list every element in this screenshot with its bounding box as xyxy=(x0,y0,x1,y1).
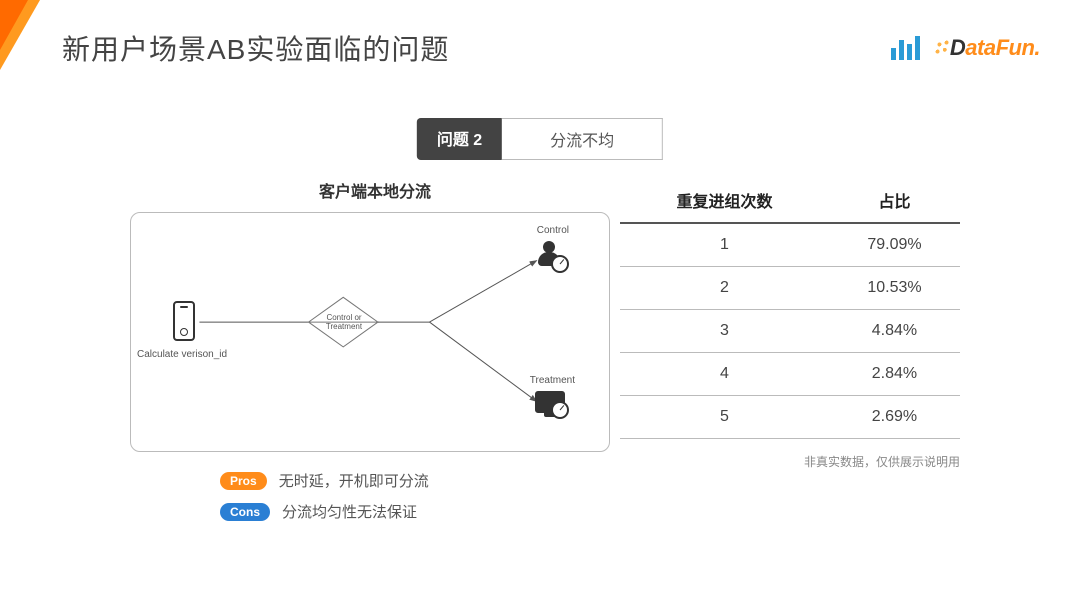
cons-badge: Cons xyxy=(220,503,270,521)
treatment-icon xyxy=(535,391,565,413)
control-icon xyxy=(539,241,565,267)
data-table: 重复进组次数 占比 179.09% 210.53% 34.84% 42.84% … xyxy=(620,178,960,439)
corner-accent xyxy=(0,0,40,70)
problem-number: 问题 2 xyxy=(417,118,502,160)
table-row: 210.53% xyxy=(620,267,960,310)
table-row: 179.09% xyxy=(620,223,960,267)
table-row: 52.69% xyxy=(620,396,960,439)
col-header-count: 重复进组次数 xyxy=(620,178,829,223)
main-content: 客户端本地分流 Calculate verison_id Control or … xyxy=(0,178,1080,532)
treatment-label: Treatment xyxy=(530,375,575,386)
diagram-title: 客户端本地分流 xyxy=(130,178,620,202)
cons-text: 分流均匀性无法保证 xyxy=(282,501,417,522)
pros-row: Pros 无时延，开机即可分流 xyxy=(220,470,620,491)
header: 新用户场景AB实验面临的问题 DataFun. xyxy=(62,28,1040,68)
table-header-row: 重复进组次数 占比 xyxy=(620,178,960,223)
logo-bars-icon xyxy=(891,36,920,60)
phone-label: Calculate verison_id xyxy=(137,349,227,360)
table-body: 179.09% 210.53% 34.84% 42.84% 52.69% xyxy=(620,223,960,439)
problem-desc: 分流不均 xyxy=(502,118,663,160)
decision-label: Control or Treatment xyxy=(309,313,379,331)
pros-cons: Pros 无时延，开机即可分流 Cons 分流均匀性无法保证 xyxy=(130,470,620,522)
logo-group: DataFun. xyxy=(891,35,1040,61)
dots-icon xyxy=(934,39,952,57)
table-row: 34.84% xyxy=(620,310,960,353)
datafun-logo: DataFun. xyxy=(934,35,1040,61)
phone-icon xyxy=(173,301,195,341)
control-label: Control xyxy=(537,225,569,236)
left-column: 客户端本地分流 Calculate verison_id Control or … xyxy=(0,178,620,532)
pros-text: 无时延，开机即可分流 xyxy=(279,470,429,491)
cons-row: Cons 分流均匀性无法保证 xyxy=(220,501,620,522)
connector-lines xyxy=(131,213,609,451)
dial-icon xyxy=(551,255,569,273)
table-row: 42.84% xyxy=(620,353,960,396)
page-title: 新用户场景AB实验面临的问题 xyxy=(62,28,449,68)
right-column: 重复进组次数 占比 179.09% 210.53% 34.84% 42.84% … xyxy=(620,178,1080,532)
dial-icon xyxy=(551,401,569,419)
pros-badge: Pros xyxy=(220,472,267,490)
footnote: 非真实数据，仅供展示说明用 xyxy=(620,453,960,470)
problem-tag: 问题 2 分流不均 xyxy=(417,118,663,160)
diagram-box: Calculate verison_id Control or Treatmen… xyxy=(130,212,610,452)
col-header-ratio: 占比 xyxy=(829,178,960,223)
